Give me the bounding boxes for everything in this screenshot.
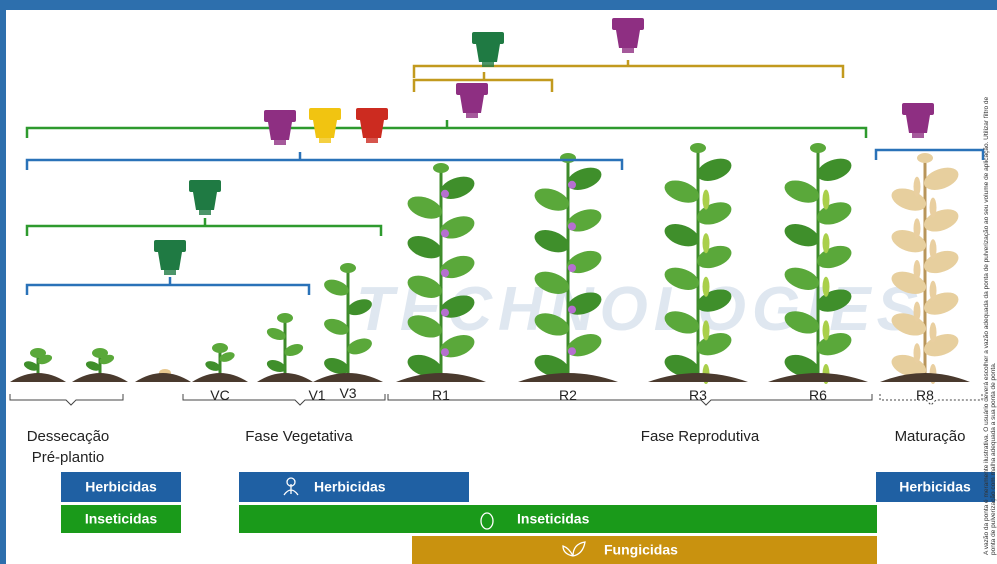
- phase-label: Fase Reprodutiva: [641, 428, 760, 445]
- bar-label: Herbicidas: [899, 479, 971, 495]
- pod: [823, 190, 830, 210]
- pod: [930, 281, 937, 301]
- stage-label: R2: [559, 387, 577, 403]
- nozzle-body: [460, 95, 484, 113]
- nozzle-cap: [902, 103, 934, 115]
- left-border: [0, 0, 6, 564]
- nozzle-body: [906, 115, 930, 133]
- flower: [568, 347, 576, 355]
- top-border: [0, 0, 997, 10]
- nozzle-body: [313, 120, 337, 138]
- flower: [568, 181, 576, 189]
- pod: [703, 320, 710, 340]
- nozzle-tip: [366, 138, 378, 143]
- stage-label: V1: [308, 387, 325, 403]
- leaf: [30, 348, 46, 358]
- pod: [914, 343, 921, 363]
- leaf: [212, 343, 228, 353]
- stage-label: R6: [809, 387, 827, 403]
- stage-label: V3: [339, 385, 356, 401]
- pod: [930, 239, 937, 259]
- pod: [823, 277, 830, 297]
- flower: [441, 348, 449, 356]
- disclaimer: ponta de pulverização com malha adequada…: [990, 362, 997, 555]
- stage-label: R1: [432, 387, 450, 403]
- nozzle-tip: [622, 48, 634, 53]
- nozzle-body: [268, 122, 292, 140]
- nozzle-tip: [482, 62, 494, 67]
- nozzle-tip: [912, 133, 924, 138]
- infographic: TECHNOLOGIES VC V1 V3 R1 R2 R3 R6 R8 Des…: [0, 0, 997, 564]
- pod: [914, 302, 921, 322]
- phase-label: Fase Vegetativa: [245, 428, 353, 445]
- leaf: [433, 163, 449, 173]
- nozzle-tip: [164, 270, 176, 275]
- nozzle-cap: [612, 18, 644, 30]
- leaf: [340, 263, 356, 273]
- leaf: [277, 313, 293, 323]
- flower: [441, 190, 449, 198]
- nozzle-body: [360, 120, 384, 138]
- nozzle-cap: [309, 108, 341, 120]
- nozzle-cap: [264, 110, 296, 122]
- pod: [914, 218, 921, 238]
- leaf: [690, 143, 706, 153]
- bar-label: Inseticidas: [517, 511, 590, 527]
- nozzle-cap: [356, 108, 388, 120]
- bar-label: Herbicidas: [85, 479, 157, 495]
- nozzle-body: [158, 252, 182, 270]
- pod: [914, 177, 921, 197]
- nozzle-body: [193, 192, 217, 210]
- flower: [568, 306, 576, 314]
- pod: [930, 198, 937, 218]
- leaf: [917, 153, 933, 163]
- nozzle-tip: [199, 210, 211, 215]
- flower: [568, 264, 576, 272]
- nozzle-cap: [456, 83, 488, 95]
- nozzle-cap: [472, 32, 504, 44]
- phase-label: Maturação: [895, 428, 966, 445]
- pod: [703, 277, 710, 297]
- nozzle-body: [616, 30, 640, 48]
- nozzle-tip: [466, 113, 478, 118]
- flower: [441, 229, 449, 237]
- pod: [703, 190, 710, 210]
- phase-label: Dessecação: [27, 428, 110, 445]
- pod: [914, 260, 921, 280]
- stage-label: R8: [916, 387, 934, 403]
- stage-label: R3: [689, 387, 707, 403]
- pod: [930, 322, 937, 342]
- flower: [441, 309, 449, 317]
- nozzle-body: [476, 44, 500, 62]
- phase-label: Pré-plantio: [32, 449, 105, 466]
- nozzle-cap: [154, 240, 186, 252]
- pod: [703, 233, 710, 253]
- pod: [823, 233, 830, 253]
- leaf: [92, 348, 108, 358]
- leaf: [810, 143, 826, 153]
- nozzle-cap: [189, 180, 221, 192]
- bar-label: Fungicidas: [604, 542, 678, 558]
- pod: [823, 320, 830, 340]
- flower: [441, 269, 449, 277]
- nozzle-tip: [319, 138, 331, 143]
- nozzle-tip: [274, 140, 286, 145]
- disclaimer: A vazão da ponta é meramente ilustrativa…: [983, 96, 990, 555]
- stage-label: VC: [210, 387, 229, 403]
- bar-label: Herbicidas: [314, 479, 386, 495]
- leaf: [560, 153, 576, 163]
- bar-label: Inseticidas: [85, 511, 158, 527]
- flower: [568, 222, 576, 230]
